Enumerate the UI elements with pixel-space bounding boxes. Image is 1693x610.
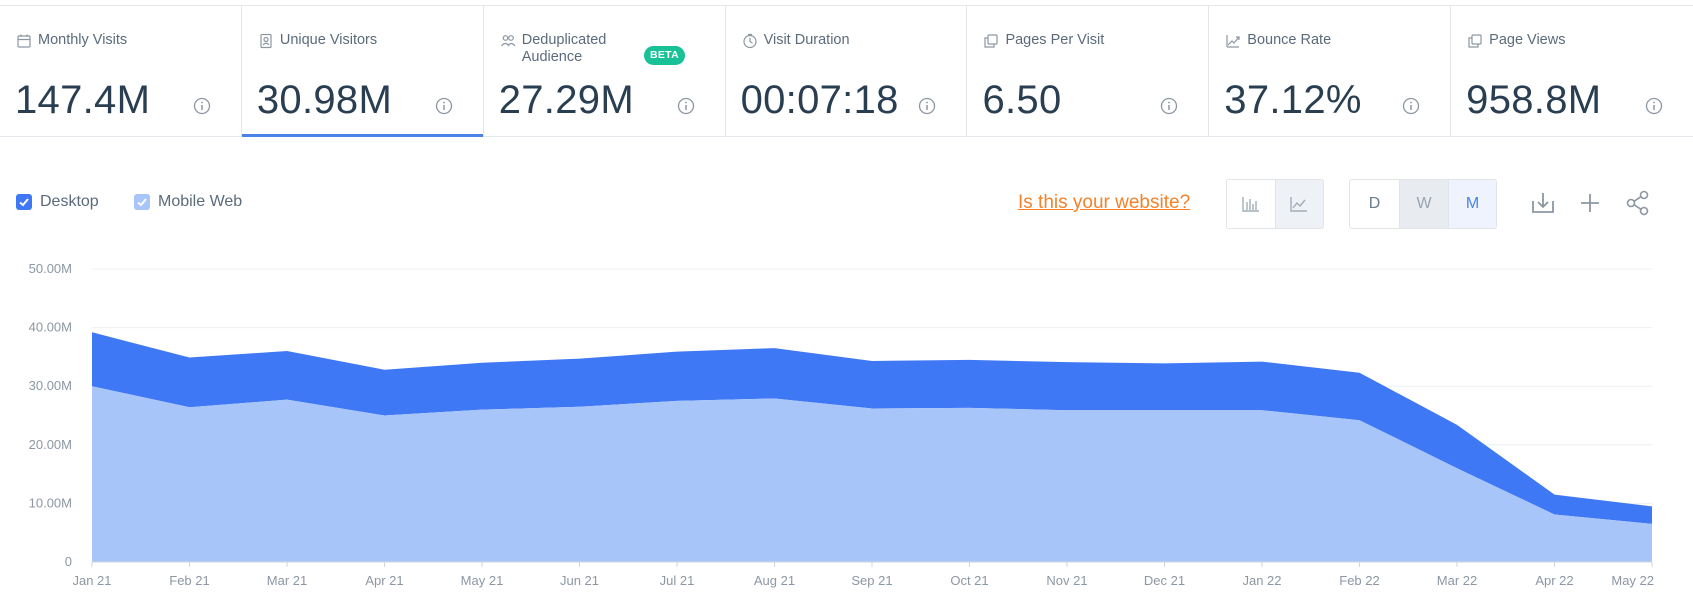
y-tick-label: 10.00M (29, 495, 72, 510)
metric-value: 27.29M (498, 78, 634, 122)
x-tick-label: Dec 21 (1144, 573, 1185, 588)
x-tick-label: Apr 21 (365, 573, 403, 588)
check-icon (19, 198, 29, 207)
metric-header: Monthly Visits (16, 32, 127, 49)
bar-chart-icon (1242, 197, 1259, 212)
metric-label: Visit Duration (763, 32, 850, 48)
x-tick-label: Jul 21 (660, 573, 695, 588)
x-tick-label: Oct 21 (950, 573, 988, 588)
metrics-bar: Monthly Visits 147.4M Unique Visitors 30.98… (0, 5, 1693, 137)
y-tick-label: 50.00M (29, 261, 72, 276)
legend-desktop-label: Desktop (40, 193, 99, 210)
info-icon[interactable] (435, 97, 453, 115)
calendar-icon (17, 34, 31, 48)
metric-value: 147.4M (15, 78, 151, 122)
x-tick-label: Feb 22 (1339, 573, 1379, 588)
is-this-your-website-link[interactable]: Is this your website? (1018, 192, 1191, 213)
metric-header: Visit Duration (742, 32, 850, 49)
metric-header: Page Views (1467, 32, 1565, 49)
metric-header: Unique Visitors (258, 32, 377, 49)
x-tick-label: Sep 21 (851, 573, 892, 588)
metric-value: 00:07:18 (740, 78, 899, 122)
check-icon (137, 198, 147, 207)
info-icon[interactable] (1160, 97, 1178, 115)
metric-card-pages-per-visit[interactable]: Pages Per Visit 6.50 (967, 6, 1210, 136)
metric-label: Page Views (1489, 32, 1566, 48)
granularity-week-button[interactable]: W (1399, 180, 1448, 228)
share-icon[interactable] (1624, 189, 1652, 217)
y-tick-label: 0 (65, 554, 72, 569)
info-icon[interactable] (677, 97, 695, 115)
add-icon[interactable] (1576, 189, 1604, 217)
metric-header: Pages Per Visit (983, 32, 1104, 49)
x-tick-label: Aug 21 (754, 573, 795, 588)
x-tick-label: Nov 21 (1046, 573, 1087, 588)
x-tick-label: May 21 (461, 573, 504, 588)
x-tick-label: Mar 22 (1437, 573, 1477, 588)
metric-header: Bounce Rate (1225, 32, 1331, 49)
metric-value: 37.12% (1224, 78, 1362, 122)
pages-icon (1468, 34, 1482, 48)
legend-mobile[interactable]: Mobile Web (134, 193, 242, 211)
desktop-checkbox[interactable] (16, 194, 32, 210)
x-tick-label: May 22 (1611, 573, 1654, 588)
trend-up-icon (1226, 35, 1240, 48)
metric-label: Bounce Rate (1247, 32, 1332, 48)
metric-label: Unique Visitors (279, 32, 378, 48)
line-chart-icon (1290, 197, 1308, 212)
legend-desktop[interactable]: Desktop (16, 193, 99, 211)
metric-card-page-views[interactable]: Page Views 958.8M (1451, 6, 1693, 136)
desktop-series-area (92, 332, 1652, 524)
granularity-day-button[interactable]: D (1368, 195, 1381, 212)
people-icon (500, 35, 516, 47)
metric-value: 6.50 (982, 78, 1062, 122)
pages-icon (984, 34, 999, 48)
info-icon[interactable] (918, 97, 936, 115)
y-tick-label: 40.00M (29, 320, 72, 335)
x-tick-label: Mar 21 (267, 573, 307, 588)
clock-icon (742, 33, 757, 49)
x-tick-label: Jan 22 (1242, 573, 1281, 588)
line-chart-button[interactable] (1274, 180, 1323, 228)
beta-badge: BETA (644, 46, 685, 65)
x-tick-label: Apr 22 (1535, 573, 1573, 588)
metric-card-visit-duration[interactable]: Visit Duration 00:07:18 (726, 6, 968, 136)
mobile-series-area (92, 386, 1652, 562)
granularity-toggle: D W M (1349, 179, 1497, 229)
traffic-area-chart: 0 10.00M 20.00M 30.00M 40.00M 50.00M Jan 21 Feb… (29, 261, 1654, 588)
metric-header: Deduplicated Audience (500, 32, 622, 66)
metric-value: 958.8M (1466, 78, 1602, 122)
info-icon[interactable] (1402, 97, 1420, 115)
person-badge-icon (260, 33, 272, 49)
chart-type-toggle (1226, 179, 1324, 229)
x-tick-label: Jan 21 (72, 573, 111, 588)
metric-label: Deduplicated Audience (521, 32, 607, 65)
download-icon[interactable] (1529, 189, 1557, 217)
metric-card-bounce-rate[interactable]: Bounce Rate 37.12% (1209, 6, 1452, 136)
mobile-checkbox[interactable] (134, 194, 150, 210)
info-icon[interactable] (193, 97, 211, 115)
y-tick-label: 30.00M (29, 378, 72, 393)
metric-label: Pages Per Visit (1005, 32, 1105, 48)
metric-card-deduplicated-audience[interactable]: Deduplicated Audience 27.29M (484, 6, 726, 136)
metric-value: 30.98M (256, 78, 393, 122)
info-icon[interactable] (1645, 97, 1663, 115)
metric-card-unique-visitors[interactable]: Unique Visitors 30.98M (241, 6, 484, 137)
y-tick-label: 20.00M (29, 437, 72, 452)
bar-chart-button[interactable] (1227, 180, 1275, 228)
granularity-month-button[interactable]: M (1448, 180, 1496, 228)
x-tick-label: Feb 21 (169, 573, 209, 588)
metric-label: Monthly Visits (38, 32, 128, 48)
legend-mobile-label: Mobile Web (158, 193, 243, 210)
x-tick-label: Jun 21 (560, 573, 599, 588)
metric-card-monthly-visits[interactable]: Monthly Visits 147.4M (0, 6, 242, 136)
